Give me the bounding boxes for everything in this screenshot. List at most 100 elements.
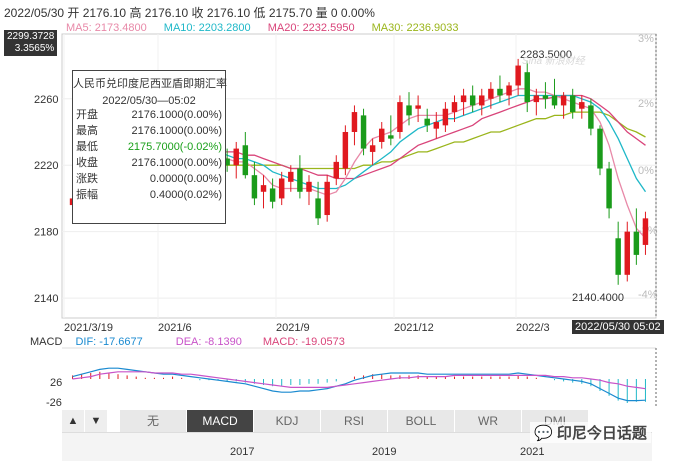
- macd-legend: MACD DIF: -17.6677 DEA: -8.1390 MACD: -1…: [30, 336, 345, 348]
- macd-title: MACD: [30, 336, 63, 348]
- candle-body: [606, 168, 612, 209]
- high-label: 2283.5000: [520, 49, 572, 61]
- pct-tick-label: 3%: [638, 33, 654, 45]
- tooltip-row: 涨跌 0.0000(0.00%): [73, 171, 225, 187]
- candle-body: [369, 145, 376, 152]
- candle-body: [569, 95, 576, 113]
- candle-body: [306, 181, 312, 192]
- y-tick-label: 2140: [34, 293, 58, 305]
- tab-boll[interactable]: BOLL: [388, 410, 455, 432]
- ma10-legend: MA10: 2203.2800: [163, 22, 251, 34]
- candle-body: [415, 105, 421, 109]
- candle-body: [260, 185, 267, 192]
- tooltip-title: 人民币兑印度尼西亚盾即期汇率: [73, 78, 227, 90]
- macd-dif: DIF: -17.6677: [75, 336, 143, 348]
- candle-body: [242, 145, 249, 176]
- brand-watermark-text: 印尼今日话题: [556, 425, 647, 442]
- candle-body: [360, 115, 367, 149]
- candle-body: [615, 238, 621, 275]
- ma20-legend: MA20: 2232.5950: [267, 22, 355, 34]
- candle-body: [624, 231, 630, 275]
- tab-wr[interactable]: WR: [455, 410, 522, 432]
- candle-body: [379, 128, 385, 142]
- current-pct-value: 3.3565%: [14, 43, 55, 54]
- tab-kdj[interactable]: KDJ: [254, 410, 321, 432]
- candle-body: [533, 95, 540, 103]
- tooltip-row-label: 最低: [76, 141, 98, 153]
- price-tooltip: 人民币兑印度尼西亚盾即期汇率 2022/05/30—05:02 开盘 2176.1…: [72, 70, 227, 224]
- tooltip-row-value: 2175.7000(-0.02%): [127, 141, 222, 153]
- tooltip-row: 最低 2175.7000(-0.02%): [73, 139, 225, 155]
- candle-body: [269, 188, 276, 202]
- nav-year-2021: 2021: [520, 446, 545, 458]
- tooltip-row-label: 最高: [76, 125, 98, 137]
- candle-body: [597, 128, 603, 169]
- ma5-legend: MA5: 2173.4800: [66, 22, 147, 34]
- pct-tick-label: -4%: [638, 289, 658, 301]
- candle-body: [469, 95, 476, 106]
- tooltip-row: 振幅 0.4000(0.02%): [73, 187, 225, 203]
- tooltip-row: 开盘 2176.1000(0.00%): [73, 107, 225, 123]
- candle-body: [406, 105, 412, 116]
- ma-legend: MA5: 2173.4800 MA10: 2203.2800 MA20: 223…: [66, 22, 473, 34]
- candle-body: [397, 102, 403, 132]
- sina-watermark: Sina 新浪财经: [522, 56, 585, 67]
- candle-body: [579, 102, 585, 109]
- y-tick-label: 2180: [34, 227, 58, 239]
- candle-body: [488, 88, 494, 99]
- candle-body: [506, 85, 512, 96]
- dea-line: [72, 371, 646, 390]
- tooltip-row-label: 收盘: [76, 157, 98, 169]
- y-tick-label: 2220: [34, 160, 58, 172]
- x-tick-label: 2021/3/19: [64, 322, 113, 334]
- pct-tick-label: 0%: [638, 165, 654, 177]
- candle-body: [451, 102, 458, 113]
- low-label: 2140.4000: [572, 292, 624, 304]
- ma30-legend: MA30: 2236.9033: [371, 22, 459, 34]
- cursor-date-tag: 2022/05/30 05:02: [572, 320, 664, 334]
- next-arrow-icon[interactable]: ▼: [85, 410, 108, 432]
- candle-body: [251, 175, 258, 199]
- tab-macd[interactable]: MACD: [187, 410, 254, 432]
- candle-body: [551, 95, 558, 106]
- nav-year-2019: 2019: [372, 446, 397, 458]
- macd-dea: DEA: -8.1390: [175, 336, 242, 348]
- candle-body: [497, 88, 503, 96]
- candle-body: [351, 112, 358, 132]
- x-tick-label: 2021/6: [158, 322, 192, 334]
- candle-body: [342, 131, 349, 169]
- tooltip-row-value: 2176.1000(0.00%): [131, 109, 222, 121]
- tab-rsi[interactable]: RSI: [321, 410, 388, 432]
- tooltip-row-value: 2176.1000(0.00%): [131, 125, 222, 137]
- tab-none[interactable]: 无: [120, 410, 187, 432]
- candle-body: [633, 231, 640, 255]
- pct-tick-label: 2%: [638, 98, 654, 110]
- x-tick-label: 2021/12: [394, 322, 434, 334]
- tooltip-row: 收盘 2176.1000(0.00%): [73, 155, 225, 171]
- candle-body: [388, 135, 394, 139]
- tooltip-row-value: 2176.1000(0.00%): [131, 157, 222, 169]
- indicator-tabs: ▲ ▼ 无 MACD KDJ RSI BOLL WR DMI: [62, 410, 589, 432]
- tooltip-row-label: 涨跌: [76, 173, 98, 185]
- candle-body: [324, 181, 330, 216]
- tooltip-row: 最高 2176.1000(0.00%): [73, 123, 225, 139]
- candle-body: [433, 122, 440, 129]
- prev-arrow-icon[interactable]: ▲: [62, 410, 85, 432]
- candle-body: [642, 218, 649, 245]
- tooltip-row-label: 振幅: [76, 189, 98, 201]
- tooltip-row-value: 0.0000(0.00%): [149, 173, 222, 185]
- y-tick-label: 2260: [34, 94, 58, 106]
- nav-year-2017: 2017: [230, 446, 255, 458]
- candle-body: [288, 171, 294, 182]
- tooltip-row-value: 0.4000(0.02%): [149, 189, 222, 201]
- candle-body: [524, 72, 530, 103]
- chat-bubble-icon: 💬: [534, 425, 553, 442]
- candle-body: [442, 108, 449, 126]
- dif-line: [72, 367, 646, 402]
- ohlc-summary: 2022/05/30 开 2176.10 高 2176.10 收 2176.10…: [4, 6, 375, 20]
- candle-body: [224, 158, 230, 166]
- current-price-tag: 2299.3728 3.3565%: [4, 30, 58, 56]
- tooltip-row-label: 开盘: [76, 109, 98, 121]
- x-tick-label: 2022/3: [516, 322, 550, 334]
